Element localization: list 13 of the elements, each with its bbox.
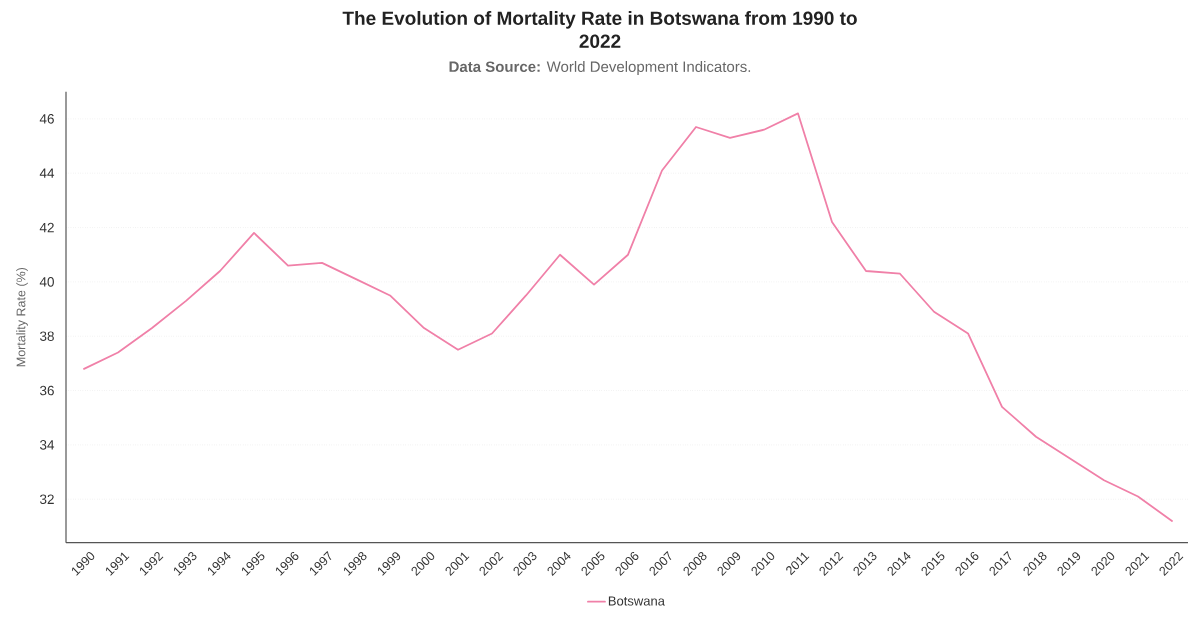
chart-subtitle: Data Source: World Development Indicators.: [449, 61, 751, 75]
y-tick-label: 36: [39, 385, 54, 396]
y-tick-label: 38: [39, 331, 54, 341]
y-tick-label: 44: [39, 168, 55, 178]
y-axis-title: Mortality Rate (%): [16, 267, 28, 367]
y-tick-label: 42: [39, 222, 54, 233]
y-tick-label: 32: [39, 494, 54, 504]
legend-label: Botswana: [608, 596, 665, 606]
y-tick-label: 46: [39, 114, 54, 124]
chart-title: The Evolution of Mortality Rate in Botswana from 1990 to 2022: [342, 11, 857, 48]
y-tick-label: 40: [39, 277, 54, 287]
line-series: [83, 112, 1173, 522]
y-tick-label: 34: [39, 440, 55, 450]
